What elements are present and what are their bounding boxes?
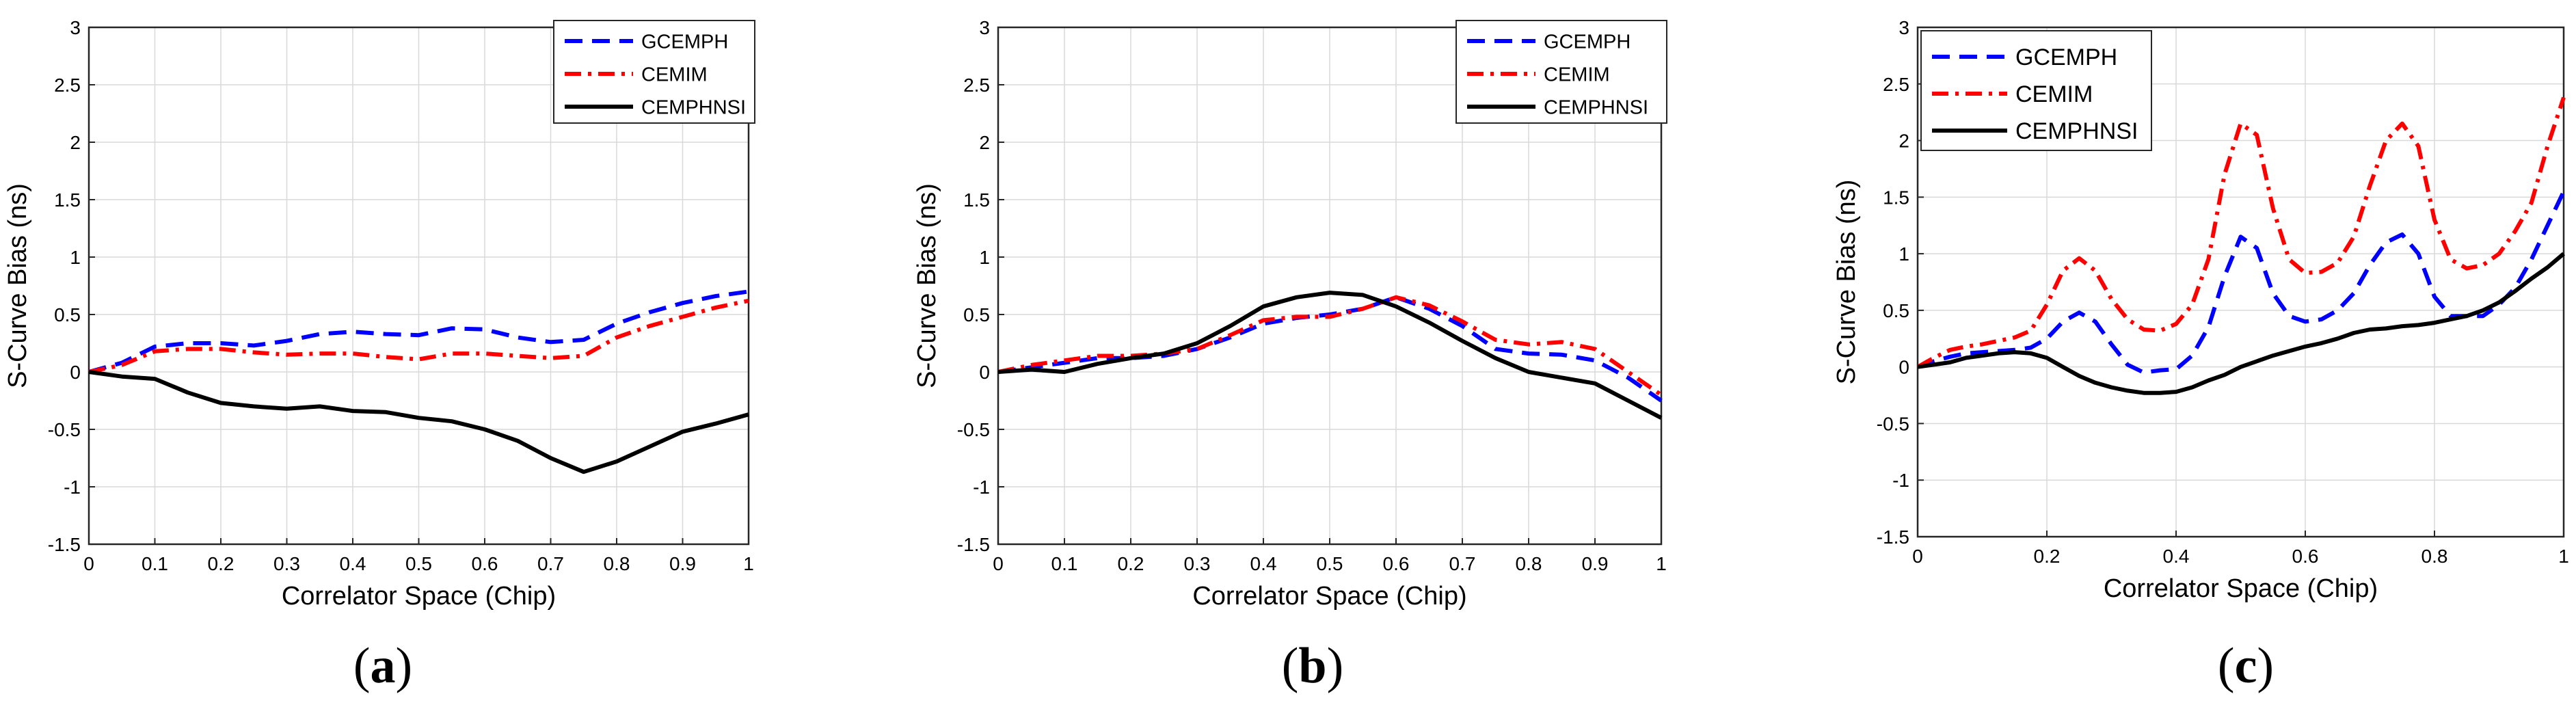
x-tick-label: 0.6 xyxy=(2292,546,2319,567)
x-tick-label: 0.4 xyxy=(1250,553,1277,574)
x-tick-label: 0.7 xyxy=(537,553,564,574)
x-tick-label: 0.4 xyxy=(340,553,366,574)
x-axis-label: Correlator Space (Chip) xyxy=(2104,574,2378,603)
y-tick-label: -1 xyxy=(1892,470,1909,491)
x-axis-label: Correlator Space (Chip) xyxy=(282,582,556,611)
series-line-cemphnsi xyxy=(1917,252,2565,395)
series-line-cemim xyxy=(88,298,749,374)
y-tick-label: -1 xyxy=(973,477,990,498)
y-tick-label: 3 xyxy=(1899,17,1909,38)
series-line-cemim xyxy=(1916,96,2566,369)
x-tick-label: 0.4 xyxy=(2163,546,2190,567)
x-tick-label: 1 xyxy=(1656,553,1667,574)
legend: GCEMPH CEMIM CEMPHNSI xyxy=(553,20,755,124)
y-tick-label: 1 xyxy=(70,247,81,268)
x-tick-label: 1 xyxy=(2558,546,2569,567)
legend: GCEMPH CEMIM CEMPHNSI xyxy=(1920,30,2152,151)
caption-b: (b) xyxy=(1281,638,1344,694)
legend-label-gcemph: GCEMPH xyxy=(1544,31,1631,53)
caption-a: (a) xyxy=(353,638,413,694)
chart-a: 0 0.1 0.2 0.3 0.4 0.5 0.6 0.7 0.8 0.9 1 -1.5 -1 -0.5 0… xyxy=(3,17,755,611)
x-tick-label: 0.3 xyxy=(273,553,300,574)
legend-label-cemphnsi: CEMPHNSI xyxy=(2015,118,2138,144)
legend-label-cemim: CEMIM xyxy=(2015,81,2093,107)
x-tick-label: 0 xyxy=(1912,546,1923,567)
y-axis-label: S-Curve Bias (ns) xyxy=(1832,180,1861,385)
series-line-cemphnsi xyxy=(997,291,1663,420)
y-tick-label: -1.5 xyxy=(48,534,81,555)
y-tick-label: 2 xyxy=(979,132,990,153)
legend: GCEMPH CEMIM CEMPHNSI xyxy=(1455,20,1667,124)
y-axis-label: S-Curve Bias (ns) xyxy=(3,183,32,388)
series-line-gcemph xyxy=(1917,190,2566,375)
y-tick-label: 2 xyxy=(70,132,81,153)
x-tick-label: 0.6 xyxy=(1383,553,1410,574)
legend-label-cemphnsi: CEMPHNSI xyxy=(641,96,746,118)
y-tick-label: -0.5 xyxy=(48,419,81,440)
x-tick-label: 0.8 xyxy=(604,553,630,574)
series-line-cemim xyxy=(997,295,1663,397)
legend-label-cemim: CEMIM xyxy=(1544,64,1610,85)
axes-frame xyxy=(1916,26,2565,538)
series-line-gcemph xyxy=(997,295,1663,403)
y-tick-label: 0.5 xyxy=(1883,300,1909,321)
y-tick-label: -1 xyxy=(64,477,81,498)
x-tick-label: 0.3 xyxy=(1184,553,1211,574)
y-tick-label: 3 xyxy=(979,17,990,38)
series-line-cemphnsi xyxy=(88,370,749,474)
y-tick-label: 0 xyxy=(1899,357,1909,378)
legend-label-gcemph: GCEMPH xyxy=(2015,44,2117,70)
axes-frame xyxy=(997,26,1663,546)
chart-c: 0 0.2 0.4 0.6 0.8 1 -1.5 -1 -0.5 0 0.5 1 1.5 2 2.5 3 Cor… xyxy=(1832,17,2569,603)
y-tick-label: 2.5 xyxy=(1883,74,1909,95)
y-tick-label: 1.5 xyxy=(54,189,81,211)
y-axis-label: S-Curve Bias (ns) xyxy=(913,183,941,388)
y-tick-label: -1.5 xyxy=(957,534,990,555)
x-tick-label: 0.8 xyxy=(2421,546,2448,567)
y-tick-label: 0.5 xyxy=(963,304,990,325)
x-tick-label: 0.9 xyxy=(1582,553,1609,574)
x-tick-label: 0 xyxy=(993,553,1004,574)
chart-b: 0 0.1 0.2 0.3 0.4 0.5 0.6 0.7 0.8 0.9 1 -1.5 -1 -0.5 0… xyxy=(913,17,1667,611)
x-tick-label: 0.2 xyxy=(208,553,234,574)
y-tick-label: 0 xyxy=(979,362,990,383)
y-tick-label: -1.5 xyxy=(1877,526,1909,548)
y-tick-label: 2.5 xyxy=(54,75,81,96)
x-tick-label: 0.6 xyxy=(472,553,498,574)
y-tick-label: -0.5 xyxy=(1877,413,1909,434)
legend-label-cemphnsi: CEMPHNSI xyxy=(1544,96,1648,118)
x-tick-label: 0.2 xyxy=(2034,546,2061,567)
legend-label-gcemph: GCEMPH xyxy=(641,31,728,53)
y-tick-label: 1 xyxy=(1899,243,1909,265)
y-tick-label: 0 xyxy=(70,362,81,383)
x-tick-label: 0.7 xyxy=(1449,553,1476,574)
x-tick-label: 0.1 xyxy=(1051,553,1078,574)
y-tick-label: 1.5 xyxy=(1883,187,1909,208)
x-tick-label: 0.8 xyxy=(1516,553,1542,574)
legend-label-cemim: CEMIM xyxy=(641,64,708,85)
x-tick-label: 0.5 xyxy=(1317,553,1343,574)
x-tick-label: 0.9 xyxy=(669,553,696,574)
y-tick-label: 1 xyxy=(979,247,990,268)
x-tick-label: 0.1 xyxy=(142,553,168,574)
axes-frame xyxy=(88,26,750,546)
caption-c: (c) xyxy=(2217,638,2275,694)
series-line-gcemph xyxy=(88,289,749,374)
y-tick-label: 2.5 xyxy=(963,75,990,96)
x-axis-label: Correlator Space (Chip) xyxy=(1192,582,1466,611)
x-tick-label: 0.2 xyxy=(1118,553,1144,574)
y-tick-label: 1.5 xyxy=(963,189,990,211)
y-tick-label: 0.5 xyxy=(54,304,81,325)
y-tick-label: -0.5 xyxy=(957,419,990,440)
x-tick-label: 0.5 xyxy=(405,553,432,574)
y-tick-label: 2 xyxy=(1899,131,1909,152)
x-tick-label: 1 xyxy=(743,553,754,574)
x-tick-label: 0 xyxy=(83,553,94,574)
y-tick-label: 3 xyxy=(70,17,81,38)
